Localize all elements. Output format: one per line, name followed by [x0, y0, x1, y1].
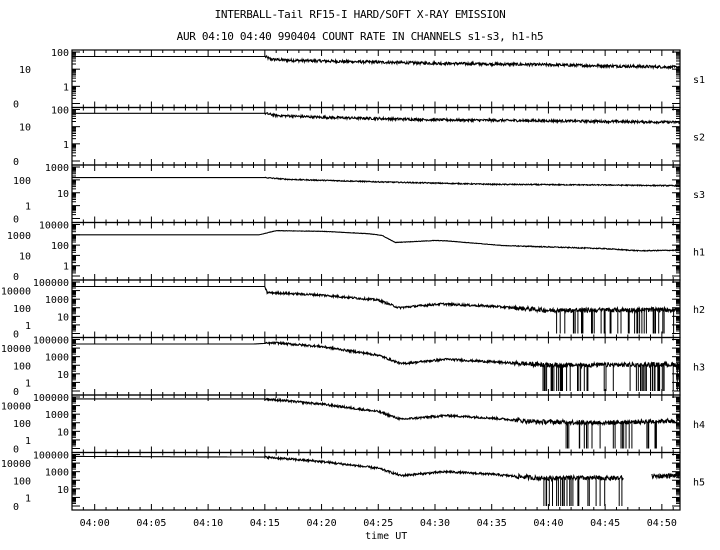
- y-tick-label-h5: 1: [25, 493, 31, 504]
- y-tick-label-h2: 10000: [1, 287, 31, 298]
- y-tick-label-h4: 10000: [1, 402, 31, 413]
- chart-subtitle: AUR 04:10 04:40 990404 COUNT RATE IN CHA…: [176, 30, 544, 43]
- channel-label-h1: h1: [693, 247, 705, 258]
- y-tick-label-h4: 10: [57, 427, 69, 438]
- y-tick-label-h5: 10: [57, 485, 69, 496]
- y-tick-label-h4: 1000: [45, 410, 69, 421]
- channel-label-s3: s3: [693, 190, 705, 201]
- dropout-marks-h2: [556, 307, 675, 334]
- x-tick-label: 04:35: [477, 518, 507, 529]
- y-tick-label-h1: 1: [63, 262, 69, 273]
- y-tick-label-s3: 0: [13, 215, 19, 226]
- y-tick-label-s1: 0: [13, 100, 19, 111]
- panel-frame-h1: [71, 221, 681, 281]
- x-tick-label: 04:05: [136, 518, 166, 529]
- series-line-h4: [72, 397, 681, 427]
- y-tick-label-h4: 1: [25, 436, 31, 447]
- x-tick-label: 04:30: [420, 518, 450, 529]
- y-tick-label-h5: 10000: [1, 459, 31, 470]
- y-tick-label-s1: 1: [63, 82, 69, 93]
- y-tick-label-h3: 100: [13, 361, 31, 372]
- x-tick-label: 04:20: [306, 518, 336, 529]
- y-tick-label-s3: 10: [57, 189, 69, 200]
- chart-title: INTERBALL-Tail RF15-I HARD/SOFT X-RAY EM…: [214, 8, 506, 21]
- series-line-h5: [72, 455, 681, 483]
- y-tick-label-s1: 10: [19, 65, 31, 76]
- channel-label-s2: s2: [693, 132, 705, 143]
- series-line-h2: [72, 285, 681, 315]
- dropout-marks-h3: [542, 362, 680, 391]
- y-tick-label-h3: 1000: [45, 353, 69, 364]
- y-tick-label-h2: 0: [13, 330, 19, 341]
- x-tick-label: 04:40: [533, 518, 563, 529]
- y-tick-label-h2: 1: [25, 321, 31, 332]
- y-tick-label-h4: 0: [13, 445, 19, 456]
- y-tick-label-h3: 1: [25, 378, 31, 389]
- panel-frame-s3: [71, 164, 681, 224]
- y-tick-label-h1: 100: [51, 241, 69, 252]
- y-tick-label-h5: 100: [13, 476, 31, 487]
- x-tick-label: 04:15: [250, 518, 280, 529]
- channel-label-h3: h3: [693, 362, 705, 373]
- channel-label-h4: h4: [693, 420, 705, 431]
- y-tick-label-h4: 100000: [33, 393, 69, 404]
- x-tick-label: 04:25: [363, 518, 393, 529]
- y-tick-label-s2: 1: [63, 140, 69, 151]
- y-tick-label-h5: 1000: [45, 468, 69, 479]
- y-tick-label-h2: 100000: [33, 278, 69, 289]
- x-axis-label: time UT: [365, 531, 407, 542]
- x-tick-label: 04:50: [647, 518, 677, 529]
- x-tick-label: 04:10: [193, 518, 223, 529]
- y-tick-label-s2: 100: [51, 106, 69, 117]
- y-tick-label-s2: 0: [13, 157, 19, 168]
- series-line-h1: [72, 229, 681, 253]
- y-tick-label-s1: 100: [51, 48, 69, 59]
- y-tick-label-h3: 0: [13, 387, 19, 398]
- y-tick-label-h2: 100: [13, 304, 31, 315]
- series-line-s2: [72, 112, 681, 125]
- channel-label-h2: h2: [693, 305, 705, 316]
- y-tick-label-h5: 0: [13, 502, 19, 513]
- y-tick-label-s2: 10: [19, 123, 31, 134]
- y-tick-label-h1: 1000: [7, 231, 31, 242]
- y-tick-label-h3: 100000: [33, 336, 69, 347]
- x-tick-label: 04:45: [590, 518, 620, 529]
- y-tick-label-h1: 0: [13, 272, 19, 283]
- channel-label-s1: s1: [693, 75, 705, 86]
- series-line-s1: [72, 54, 681, 71]
- panel-frame-s1: [71, 49, 681, 109]
- series-line-h3: [72, 340, 681, 370]
- y-tick-label-h3: 10: [57, 370, 69, 381]
- y-tick-label-h1: 10000: [39, 221, 69, 232]
- y-tick-label-s3: 1000: [45, 163, 69, 174]
- y-tick-label-h2: 1000: [45, 295, 69, 306]
- channel-label-h5: h5: [693, 477, 705, 488]
- y-tick-label-h4: 100: [13, 419, 31, 430]
- dropout-marks-h5: [543, 475, 623, 506]
- panel-frame-s2: [71, 106, 681, 166]
- dropout-marks-h4: [565, 420, 657, 449]
- y-tick-label-h3: 10000: [1, 344, 31, 355]
- y-tick-label-s3: 100: [13, 176, 31, 187]
- series-line-s3: [72, 176, 681, 188]
- y-tick-label-h2: 10: [57, 312, 69, 323]
- y-tick-label-s3: 1: [25, 202, 31, 213]
- y-tick-label-h5: 100000: [33, 451, 69, 462]
- y-tick-label-h1: 10: [19, 251, 31, 262]
- x-tick-label: 04:00: [80, 518, 110, 529]
